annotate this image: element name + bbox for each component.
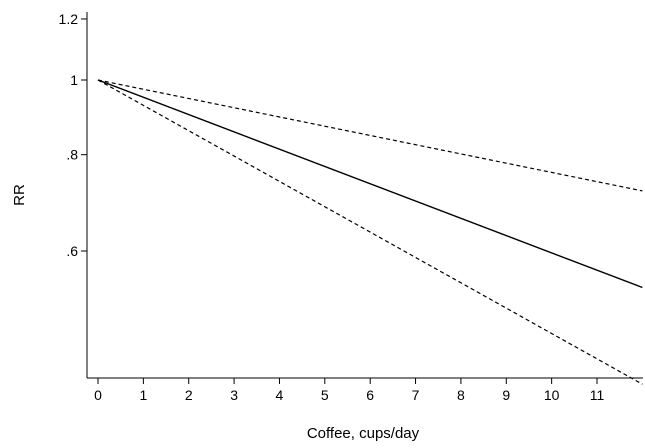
x-tick-label: 6 — [366, 387, 374, 403]
x-axis-label: Coffee, cups/day — [307, 425, 420, 442]
x-tick-label: 4 — [276, 387, 284, 403]
x-tick-label: 10 — [544, 387, 560, 403]
y-tick-label: .8 — [66, 147, 78, 163]
plot-lines — [97, 79, 643, 385]
y-ticks: .6 .8 1 1.2 — [59, 11, 87, 259]
upper-ci-line — [97, 79, 643, 192]
x-ticks: 0 1 2 3 4 5 6 7 8 9 10 11 — [94, 378, 604, 403]
y-tick-label: .6 — [66, 243, 78, 259]
x-tick-label: 5 — [321, 387, 329, 403]
y-tick-label: 1 — [70, 72, 78, 88]
x-tick-label: 1 — [139, 387, 147, 403]
x-tick-label: 2 — [185, 387, 193, 403]
lower-ci-line — [97, 79, 643, 385]
y-tick-label: 1.2 — [59, 11, 79, 27]
x-tick-label: 0 — [94, 387, 102, 403]
x-tick-label: 9 — [502, 387, 510, 403]
x-tick-label: 11 — [590, 387, 605, 403]
y-axis-label: RR — [11, 184, 28, 206]
estimate-line — [97, 79, 643, 289]
x-tick-label: 3 — [230, 387, 238, 403]
x-tick-label: 8 — [457, 387, 465, 403]
x-tick-label: 7 — [412, 387, 420, 403]
